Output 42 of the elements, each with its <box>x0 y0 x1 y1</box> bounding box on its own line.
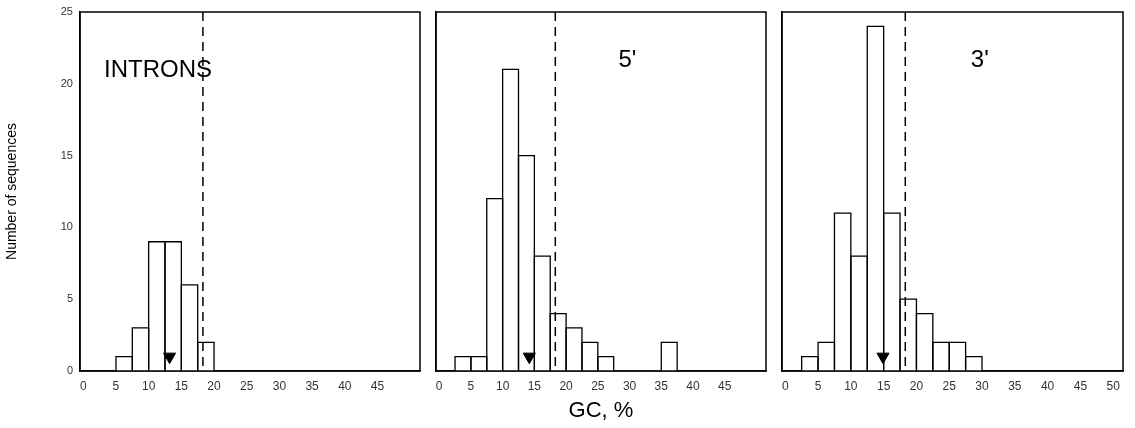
x-tick-label: 25 <box>591 378 605 393</box>
x-tick-label: 35 <box>305 378 320 393</box>
y-tick-label: 25 <box>60 5 73 18</box>
x-tick-label: 0 <box>79 378 87 393</box>
x-tick-label: 45 <box>1073 378 1088 393</box>
x-tick-label: 15 <box>174 378 189 393</box>
x-tick-label: 5 <box>814 378 822 393</box>
x-tick-label: 40 <box>1040 378 1055 393</box>
x-tick-label: 10 <box>495 378 510 393</box>
y-tick-label: 5 <box>66 292 73 305</box>
y-tick-label: 20 <box>60 76 73 89</box>
y-tick-label: 15 <box>60 148 73 161</box>
x-tick-label: 35 <box>654 378 669 393</box>
y-axis-title: Number of sequences <box>3 123 20 260</box>
x-tick-label: 50 <box>1106 378 1121 393</box>
x-tick-label: 5 <box>112 378 120 393</box>
x-axis-title: GC, % <box>568 396 634 422</box>
x-tick-label: 40 <box>338 378 352 393</box>
x-tick-label: 15 <box>876 378 891 393</box>
x-tick-label: 35 <box>1008 378 1022 393</box>
y-tick-label: 0 <box>66 364 73 377</box>
x-tick-label: 25 <box>240 378 254 393</box>
x-tick-label: 20 <box>207 378 222 393</box>
x-tick-label: 0 <box>435 378 443 393</box>
x-tick-label: 30 <box>272 378 287 393</box>
x-tick-label: 30 <box>975 378 989 393</box>
x-tick-label: 10 <box>141 378 156 393</box>
x-tick-label: 45 <box>718 378 732 393</box>
x-tick-label: 25 <box>942 378 957 393</box>
text: 5' <box>618 44 637 72</box>
x-tick-label: 0 <box>781 378 789 393</box>
y-tick-label: 10 <box>60 220 73 233</box>
x-tick-label: 30 <box>622 378 637 393</box>
x-tick-label: 20 <box>559 378 574 393</box>
x-tick-label: 20 <box>909 378 924 393</box>
x-tick-label: 10 <box>844 378 858 393</box>
x-tick-label: 45 <box>370 378 385 393</box>
x-tick-label: 40 <box>686 378 701 393</box>
x-tick-label: 15 <box>527 378 542 393</box>
text: 3' <box>970 44 989 72</box>
x-tick-label: 5 <box>467 378 475 393</box>
text: INTRONS <box>104 54 212 82</box>
